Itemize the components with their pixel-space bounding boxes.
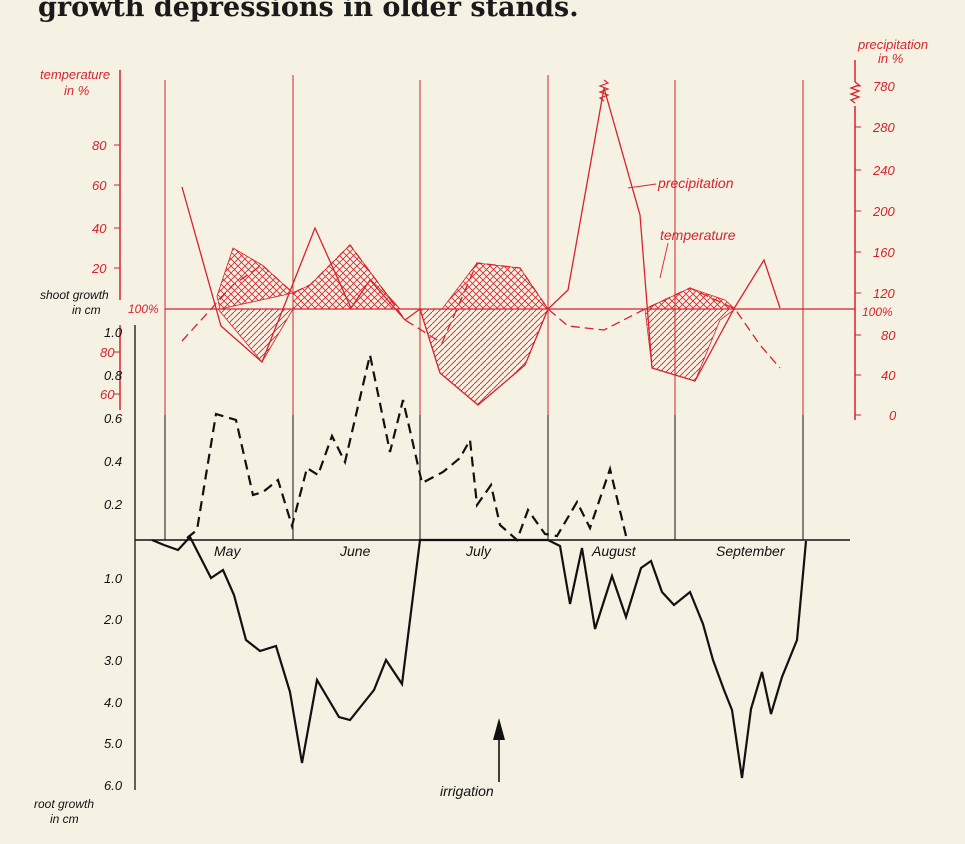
temperature-annotation: temperature xyxy=(660,227,736,243)
precipitation-axis-title: precipitation xyxy=(857,37,928,52)
temperature-tick: 80 xyxy=(92,138,107,153)
month-label-june: June xyxy=(339,543,371,559)
month-labels: May June July August September xyxy=(214,543,786,559)
root-growth-title: root growth xyxy=(34,797,94,811)
shoot-tick: 1.0 xyxy=(104,325,123,340)
precipitation-tick: 40 xyxy=(881,368,896,383)
precipitation-peak-zigzag xyxy=(598,79,610,102)
temperature-tick: 60 xyxy=(92,178,107,193)
shoot-growth-unit: in cm xyxy=(72,303,101,317)
irrigation-marker: irrigation xyxy=(440,718,505,799)
irrigation-label: irrigation xyxy=(440,783,494,799)
root-tick: 2.0 xyxy=(103,612,123,627)
root-tick: 3.0 xyxy=(104,653,123,668)
hundred-percent-right: 100% xyxy=(862,305,893,319)
precipitation-line xyxy=(181,87,781,406)
root-tick: 6.0 xyxy=(104,778,123,793)
month-label-may: May xyxy=(214,543,241,559)
root-tick: 1.0 xyxy=(104,571,123,586)
shoot-growth-axis: shoot growth in cm 1.0 0.8 0.6 0.4 0.2 xyxy=(40,288,136,540)
precipitation-tick: 0 xyxy=(889,408,897,423)
shoot-tick: 0.4 xyxy=(104,454,122,469)
precipitation-tick: 120 xyxy=(873,286,895,301)
temperature-axis-unit: in % xyxy=(64,83,89,98)
shoot-growth-line xyxy=(186,354,629,542)
shoot-tick: 0.2 xyxy=(104,497,123,512)
precipitation-annotation: precipitation xyxy=(657,175,734,191)
month-label-august: August xyxy=(591,543,637,559)
precipitation-tick: 780 xyxy=(873,79,895,94)
month-label-july: July xyxy=(465,543,492,559)
precipitation-tick: 160 xyxy=(873,245,895,260)
deviation-shading xyxy=(216,244,737,406)
temperature-axis-title: temperature xyxy=(40,67,110,82)
page-heading: growth depressions in older stands. xyxy=(38,0,579,23)
shoot-growth-title: shoot growth xyxy=(40,288,109,302)
precipitation-axis-unit: in % xyxy=(878,51,903,66)
temperature-axis: temperature in % 80 60 40 20 80 60 100% xyxy=(40,67,159,410)
precipitation-tick: 280 xyxy=(872,120,895,135)
temperature-line xyxy=(181,244,781,369)
temperature-tick: 20 xyxy=(91,261,107,276)
temperature-tick: 80 xyxy=(100,345,115,360)
root-growth-unit: in cm xyxy=(50,812,79,826)
precipitation-tick: 80 xyxy=(881,328,896,343)
precipitation-tick: 200 xyxy=(872,204,895,219)
precipitation-tick: 240 xyxy=(872,163,895,178)
hundred-percent-left: 100% xyxy=(128,302,159,316)
month-label-september: September xyxy=(716,543,786,559)
precipitation-axis: precipitation in % 780 280 240 200 160 1… xyxy=(849,37,928,423)
temperature-tick: 60 xyxy=(100,387,115,402)
shoot-tick: 0.8 xyxy=(104,368,123,383)
root-growth-line xyxy=(151,535,808,779)
root-tick: 5.0 xyxy=(104,736,123,751)
series-annotations: precipitation temperature xyxy=(627,175,736,279)
root-growth-axis: 1.0 2.0 3.0 4.0 5.0 6.0 root growth in c… xyxy=(34,540,136,826)
shoot-tick: 0.6 xyxy=(104,411,123,426)
temperature-tick: 40 xyxy=(92,221,107,236)
root-tick: 4.0 xyxy=(104,695,123,710)
